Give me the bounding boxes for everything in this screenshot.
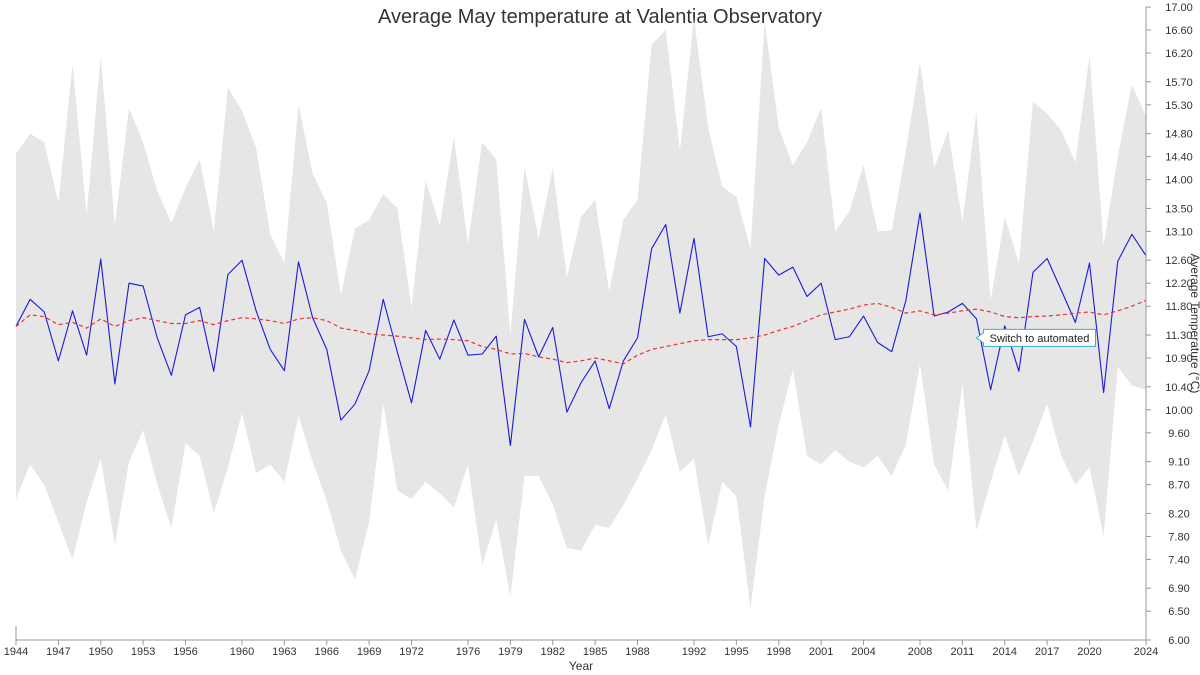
y-tick-label-14: 12.20 <box>1165 278 1193 290</box>
x-axis-title: Year <box>569 659 593 673</box>
y-tick-label-0: 6.00 <box>1168 635 1189 647</box>
x-tick-label-1960: 1960 <box>230 646 254 658</box>
y-tick-label-6: 8.70 <box>1168 480 1189 492</box>
x-tick-label-2024: 2024 <box>1134 646 1158 658</box>
x-tick-label-1976: 1976 <box>456 646 480 658</box>
y-tick-label-8: 9.60 <box>1168 428 1189 440</box>
x-tick-label-1944: 1944 <box>4 646 28 658</box>
annotation-callout-0 <box>975 328 1096 347</box>
y-tick-label-1: 6.50 <box>1168 606 1189 618</box>
x-tick-label-1985: 1985 <box>583 646 607 658</box>
x-tick-label-2001: 2001 <box>809 646 833 658</box>
y-tick-label-25: 17.00 <box>1165 2 1193 14</box>
x-tick-label-2008: 2008 <box>908 646 932 658</box>
x-tick-label-1988: 1988 <box>625 646 649 658</box>
y-tick-label-10: 10.40 <box>1165 382 1193 394</box>
x-tick-label-1969: 1969 <box>357 646 381 658</box>
x-tick-label-1963: 1963 <box>272 646 296 658</box>
x-tick-label-2020: 2020 <box>1077 646 1101 658</box>
y-tick-label-16: 13.10 <box>1165 226 1193 238</box>
y-axis-title: Average Temperature (°C) <box>1188 254 1200 394</box>
chart-title: Average May temperature at Valentia Obse… <box>378 6 822 28</box>
y-tick-label-3: 7.40 <box>1168 554 1189 566</box>
x-tick-label-1995: 1995 <box>724 646 748 658</box>
y-tick-label-21: 15.30 <box>1165 100 1193 112</box>
x-tick-label-1947: 1947 <box>46 646 70 658</box>
x-tick-label-1950: 1950 <box>89 646 113 658</box>
x-tick-label-1956: 1956 <box>173 646 197 658</box>
y-tick-label-11: 10.90 <box>1165 353 1193 365</box>
y-tick-label-23: 16.20 <box>1165 48 1193 60</box>
y-tick-label-4: 7.80 <box>1168 531 1189 543</box>
x-tick-label-1982: 1982 <box>541 646 565 658</box>
x-tick-label-1992: 1992 <box>682 646 706 658</box>
x-tick-label-2011: 2011 <box>951 646 975 658</box>
x-tick-label-1998: 1998 <box>767 646 791 658</box>
x-tick-label-1972: 1972 <box>399 646 423 658</box>
y-tick-label-18: 14.00 <box>1165 175 1193 187</box>
x-tick-label-2017: 2017 <box>1035 646 1059 658</box>
y-tick-label-15: 12.60 <box>1165 255 1193 267</box>
annotation-text-0: Switch to automated <box>990 333 1090 345</box>
x-tick-label-1953: 1953 <box>131 646 155 658</box>
x-tick-label-1979: 1979 <box>498 646 522 658</box>
x-tick-label-2004: 2004 <box>851 646 875 658</box>
y-tick-label-17: 13.50 <box>1165 203 1193 215</box>
y-tick-label-9: 10.00 <box>1165 405 1193 417</box>
y-tick-label-22: 15.70 <box>1165 77 1193 89</box>
y-tick-label-7: 9.10 <box>1168 457 1189 469</box>
temperature-range-band <box>16 18 1146 609</box>
x-tick-label-1966: 1966 <box>315 646 339 658</box>
range-band-layer <box>16 18 1146 609</box>
series-line-average <box>15 212 1147 447</box>
y-tick-label-5: 8.20 <box>1168 508 1189 520</box>
x-tick-label-2014: 2014 <box>993 646 1017 658</box>
series-line-trend <box>15 299 1147 365</box>
y-tick-label-2: 6.90 <box>1168 583 1189 595</box>
axis-layer: 1944 1947 1950 1953 1956 1960 1963 1966 1969 1972… <box>4 2 1200 673</box>
y-tick-label-19: 14.40 <box>1165 152 1193 164</box>
annotation-layer: Switch to automated <box>975 328 1096 347</box>
y-tick-label-24: 16.60 <box>1165 25 1193 37</box>
y-tick-label-12: 11.30 <box>1166 330 1193 342</box>
y-tick-label-20: 14.80 <box>1165 129 1193 141</box>
y-tick-label-13: 11.80 <box>1166 301 1193 313</box>
series-layer <box>15 212 1147 447</box>
